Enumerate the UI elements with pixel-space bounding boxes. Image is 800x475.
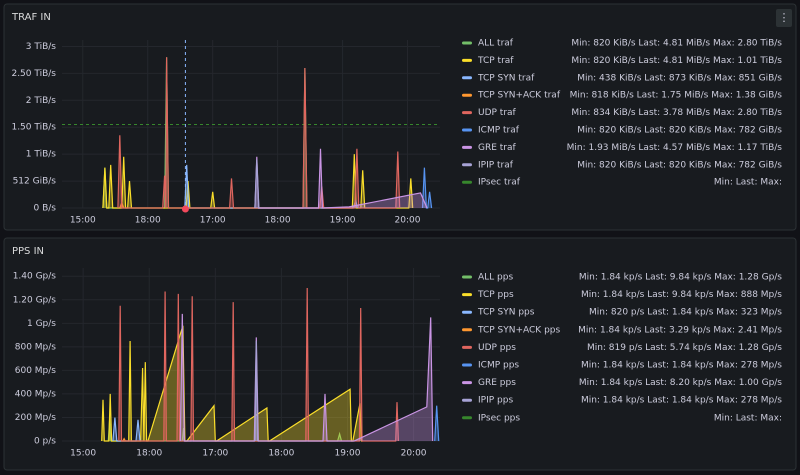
panel-title: TRAF IN [11, 12, 51, 23]
panel-title: PPS IN [12, 246, 44, 257]
legend-label: IPIP pps [478, 396, 513, 406]
legend-swatch [462, 363, 472, 367]
y-tick-label: 0 p/s [34, 437, 56, 447]
legend-label: IPsec pps [478, 413, 520, 423]
series-line [179, 313, 434, 442]
y-tick-label: 1.50 TiB/s [11, 123, 56, 133]
legend-swatch [462, 345, 472, 349]
legend-label: ALL traf [478, 39, 514, 49]
legend-stats: Min: 1.84 kp/s Last: 9.84 kp/s Max: 1.28… [579, 273, 782, 283]
y-tick-label: 512 GiB/s [13, 177, 57, 187]
y-tick-label: 600 Mp/s [15, 366, 57, 376]
legend-swatch [462, 76, 472, 80]
y-tick-label: 400 Mp/s [15, 389, 57, 399]
legend-swatch [462, 275, 472, 279]
legend-stats: Min: Last: Max: [714, 178, 782, 188]
legend-swatch [462, 310, 472, 314]
legend-stats: Min: 820 KiB/s Last: 820 KiB/s Max: 782 … [577, 126, 782, 136]
legend-stats: Min: 820 KiB/s Last: 4.81 MiB/s Max: 1.0… [571, 56, 782, 66]
x-tick-label: 18:00 [135, 216, 161, 226]
x-tick-label: 18:00 [265, 216, 291, 226]
legend-label: ICMP traf [478, 126, 520, 136]
legend-stats: Min: 1.84 kp/s Last: 9.84 kp/s Max: 888 … [581, 290, 782, 300]
legend-label: IPIP traf [478, 160, 514, 170]
y-tick-label: 800 Mp/s [15, 342, 57, 352]
x-tick-label: 15:00 [70, 449, 96, 459]
y-tick-label: 200 Mp/s [15, 413, 57, 423]
legend-label: IPsec traf [478, 178, 521, 188]
y-tick-label: 1 Gp/s [27, 319, 56, 329]
legend-label: TCP SYN+ACK pps [477, 325, 560, 335]
legend-label: TCP traf [477, 56, 514, 66]
x-tick-label: 18:00 [268, 449, 294, 459]
legend-stats: Min: 834 KiB/s Last: 3.78 MiB/s Max: 2.8… [571, 108, 782, 118]
x-tick-label: 17:00 [202, 449, 228, 459]
legend-swatch [462, 163, 472, 167]
legend-label: GRE pps [478, 378, 516, 388]
legend-stats: Min: 1.84 kp/s Last: 1.84 kp/s Max: 278 … [581, 396, 782, 406]
legend-swatch [462, 180, 472, 184]
x-tick-label: 20:00 [395, 216, 421, 226]
annotation-marker [181, 205, 189, 213]
legend-stats: Min: 1.84 kp/s Last: 8.20 kp/s Max: 1.00… [579, 378, 782, 388]
panel [3, 3, 797, 231]
series-line [421, 167, 433, 209]
legend-swatch [462, 145, 472, 149]
legend-label: UDP pps [478, 343, 516, 353]
legend-swatch [462, 416, 472, 420]
x-tick-label: 19:00 [330, 216, 356, 226]
legend-stats: Min: 438 KiB/s Last: 873 KiB/s Max: 851 … [577, 73, 782, 83]
legend-swatch [462, 111, 472, 115]
y-tick-label: 2.50 TiB/s [11, 69, 56, 79]
legend-stats: Min: 820 KiB/s Last: 4.81 MiB/s Max: 2.8… [571, 39, 782, 49]
panel [3, 237, 797, 471]
y-tick-label: 1 TiB/s [26, 150, 57, 160]
legend-swatch [462, 381, 472, 385]
y-tick-label: 0 B/s [34, 204, 57, 214]
legend-label: ICMP pps [478, 361, 519, 371]
legend-stats: Min: 1.84 kp/s Last: 1.84 kp/s Max: 278 … [581, 361, 782, 371]
legend-stats: Min: 820 p/s Last: 1.84 kp/s Max: 323 Mp… [589, 308, 782, 318]
panel-menu[interactable] [776, 9, 792, 27]
x-tick-label: 15:00 [70, 216, 96, 226]
menu-icon[interactable]: ⋮ [779, 11, 790, 24]
legend-swatch [462, 58, 472, 62]
series-line [254, 159, 260, 209]
legend-swatch [462, 93, 472, 97]
legend-label: TCP pps [477, 290, 514, 300]
legend-swatch [462, 293, 472, 297]
legend-label: TCP SYN pps [477, 308, 535, 318]
legend-swatch [462, 398, 472, 402]
y-tick-label: 1.20 Gp/s [13, 295, 57, 305]
legend-stats: Min: Last: Max: [714, 413, 782, 423]
legend-stats: Min: 1.93 MiB/s Last: 4.57 MiB/s Max: 1.… [567, 143, 783, 153]
legend-stats: Min: 818 KiB/s Last: 1.75 MiB/s Max: 1.3… [570, 91, 783, 101]
x-tick-label: 18:00 [136, 449, 162, 459]
legend-stats: Min: 1.84 kp/s Last: 3.29 kp/s Max: 2.41… [578, 325, 782, 335]
y-tick-label: 3 TiB/s [26, 42, 57, 52]
series-line [254, 340, 259, 442]
legend-label: TCP SYN traf [477, 73, 535, 83]
y-tick-label: 1.40 Gp/s [13, 272, 57, 282]
legend-label: TCP SYN+ACK traf [477, 91, 561, 101]
legend-swatch [462, 128, 472, 132]
x-tick-label: 19:00 [335, 449, 361, 459]
x-tick-label: 17:00 [200, 216, 226, 226]
legend-stats: Min: 820 KiB/s Last: 820 KiB/s Max: 782 … [577, 160, 782, 170]
x-tick-label: 20:00 [401, 449, 427, 459]
series-line [434, 405, 440, 442]
legend-label: ALL pps [478, 273, 513, 283]
legend-swatch [462, 328, 472, 332]
legend-label: UDP traf [478, 108, 517, 118]
y-tick-label: 2 TiB/s [26, 96, 57, 106]
legend-stats: Min: 819 p/s Last: 5.74 kp/s Max: 1.28 G… [587, 343, 782, 353]
legend-swatch [462, 41, 472, 45]
legend-label: GRE traf [478, 143, 517, 153]
